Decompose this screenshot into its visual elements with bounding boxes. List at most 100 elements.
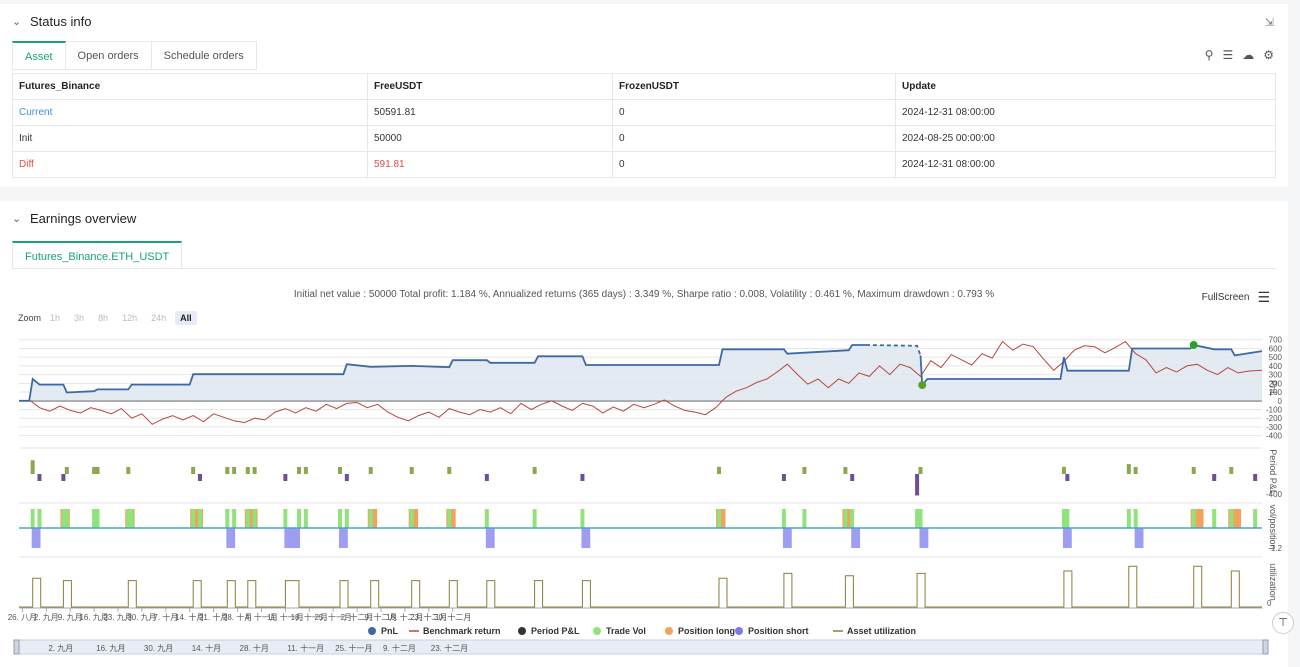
trade-vol-bar xyxy=(409,509,414,528)
trade-vol-bar xyxy=(95,509,100,528)
period-pnl-bar xyxy=(303,467,308,474)
period-pnl-bar xyxy=(30,460,35,474)
period-pnl-bar xyxy=(1191,467,1196,474)
period-tick-label: -400 xyxy=(1266,490,1283,499)
x-tick-label: 25. 十一月 xyxy=(314,612,351,622)
fullscreen-control[interactable]: FullScreen ☰ xyxy=(1202,289,1270,306)
zoom-8h-button[interactable]: 8h xyxy=(98,313,109,323)
x-tick-label: 16. 九月 xyxy=(79,613,108,622)
cell-value: 50000 xyxy=(367,125,613,152)
legend-symbol xyxy=(735,627,743,635)
period-pnl-bar xyxy=(532,467,537,474)
position-short-bar xyxy=(485,528,495,548)
cloud-download-icon[interactable]: ☁ xyxy=(1242,48,1255,62)
scroll-top-button[interactable]: ⊤ xyxy=(1272,612,1294,634)
trade-vol-bar xyxy=(283,509,288,528)
y-tick-label: 600 xyxy=(1269,344,1283,353)
zoom-3h-button[interactable]: 3h xyxy=(74,313,85,323)
collapse-icon[interactable]: ⇲ xyxy=(1264,17,1274,29)
x-tick-label: 2. 九月 xyxy=(34,613,59,622)
zoom-1h-button[interactable]: 1h xyxy=(50,313,61,323)
navigator-tick-label: 16. 九月 xyxy=(96,644,125,653)
trade-vol-bar xyxy=(802,509,807,528)
trade-vol-bar xyxy=(61,509,66,528)
list-icon[interactable]: ☰ xyxy=(1222,48,1234,62)
position-short-bar xyxy=(1062,528,1072,548)
pnl-axis-label: PnL xyxy=(1268,380,1278,396)
zoom-12h-button[interactable]: 12h xyxy=(122,313,138,323)
pnl-marker xyxy=(1189,340,1198,349)
chevron-down-icon[interactable]: ⌄ xyxy=(12,16,22,28)
trade-vol-bar xyxy=(850,509,855,528)
status-tabs: Asset Open orders Schedule orders xyxy=(12,41,257,70)
navigator-tick-label: 30. 九月 xyxy=(144,644,173,653)
row-label[interactable]: Current xyxy=(12,99,368,126)
tab-asset[interactable]: Asset xyxy=(12,41,66,69)
x-tick-label: 21. 十月 xyxy=(199,612,228,622)
tab-open-orders[interactable]: Open orders xyxy=(65,41,152,69)
period-pnl-bar xyxy=(1229,467,1234,474)
zoom-controls: Zoom 1h 3h 8h 12h 24h All xyxy=(18,311,197,325)
legend-label: Benchmark return xyxy=(423,626,501,636)
zoom-all-button[interactable]: All xyxy=(175,311,197,325)
trade-vol-bar xyxy=(303,509,308,528)
benchmark-line xyxy=(28,340,1263,425)
trade-vol-bar xyxy=(843,509,848,528)
period-pnl-bar xyxy=(484,474,489,481)
menu-icon[interactable]: ☰ xyxy=(1257,289,1270,305)
trade-vol-bar xyxy=(129,509,134,528)
status-header[interactable]: ⌄ Status info xyxy=(12,14,91,29)
earnings-title: Earnings overview xyxy=(30,211,137,226)
y-tick-label: -300 xyxy=(1266,423,1283,432)
period-pnl-bar xyxy=(95,467,100,474)
x-tick-label: 30. 九月 xyxy=(127,613,156,622)
tab-schedule-orders[interactable]: Schedule orders xyxy=(151,41,257,69)
period-pnl-bar xyxy=(283,474,288,481)
pnl-line-dashed xyxy=(865,344,922,356)
x-tick-label: 9. 九月 xyxy=(58,613,83,622)
trade-vol-bar xyxy=(484,509,489,528)
search-icon[interactable]: ⚲ xyxy=(1204,48,1214,62)
asset-table: Futures_Binance FreeUSDT FrozenUSDT Upda… xyxy=(12,73,1276,178)
position-short-bar xyxy=(782,528,792,548)
chevron-down-icon[interactable]: ⌄ xyxy=(12,213,22,225)
x-tick-label: 16. 十二月 xyxy=(386,612,423,622)
legend-label: Trade Vol xyxy=(606,626,646,636)
position-short-bar xyxy=(1134,528,1144,548)
trade-vol-bar xyxy=(1126,509,1131,528)
x-tick-label: 9. 十二月 xyxy=(365,612,398,622)
legend-symbol xyxy=(368,627,376,635)
gear-icon[interactable]: ⚙ xyxy=(1263,48,1274,62)
period-pnl-bar xyxy=(1065,474,1070,481)
period-pnl-bar xyxy=(61,474,66,481)
trade-vol-bar xyxy=(1212,509,1217,528)
legend-label: Position long xyxy=(678,626,735,636)
trade-vol-bar xyxy=(1253,509,1258,528)
navigator-tick-label: 9. 十二月 xyxy=(383,643,416,653)
period-pnl-bar xyxy=(717,466,722,474)
tab-divider xyxy=(12,268,1276,269)
trade-vol-bar xyxy=(580,509,585,528)
period-pnl-bar xyxy=(197,474,202,481)
fullscreen-label[interactable]: FullScreen xyxy=(1201,292,1250,303)
toolbar: ⚲ ☰ ☁ ⚙ xyxy=(1205,48,1274,62)
row-label: Diff xyxy=(12,151,368,178)
y-tick-label: 100 xyxy=(1269,388,1283,397)
trade-vol-bar xyxy=(126,509,131,528)
earnings-panel: ⌄ Earnings overview Futures_Binance.ETH_… xyxy=(0,201,1288,667)
x-tick-label: 7. 十月 xyxy=(153,612,178,622)
cell-value: 2024-12-31 08:00:00 xyxy=(895,99,1276,126)
trade-vol-bar xyxy=(64,509,69,528)
trade-vol-bar xyxy=(717,509,722,528)
summary-text: Initial net value : 50000 Total profit: … xyxy=(293,289,995,300)
legend-label: Period P&L xyxy=(531,626,580,636)
pnl-marker xyxy=(918,381,927,390)
legend-label: Asset utilization xyxy=(847,626,916,636)
earnings-header[interactable]: ⌄ Earnings overview xyxy=(12,211,136,226)
cell-value: 0 xyxy=(612,151,896,178)
y-tick-label: 300 xyxy=(1269,371,1283,380)
tab-eth-usdt[interactable]: Futures_Binance.ETH_USDT xyxy=(12,241,183,269)
zoom-24h-button[interactable]: 24h xyxy=(151,313,167,323)
vol-tick-label: -1.2 xyxy=(1268,544,1282,553)
